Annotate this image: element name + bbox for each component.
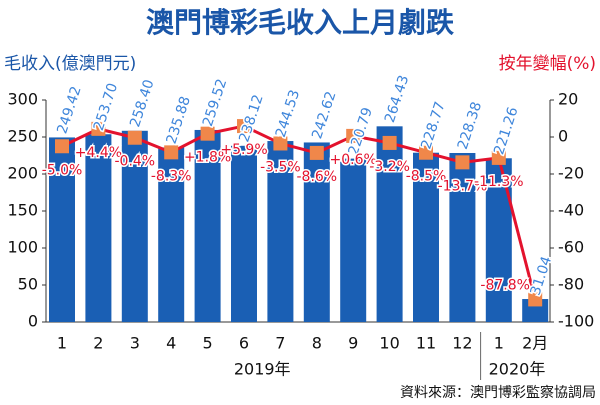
marker [55,139,69,154]
marker [91,121,106,136]
marker [164,145,179,160]
x-tick-label: 5 [203,334,213,353]
marker [382,135,397,150]
chart-title: 澳門博彩毛收入上月劇跌 [146,6,454,39]
x-tick-label: 3 [130,334,140,353]
bar [267,141,294,322]
bar-value-label: 228.77 [418,100,448,152]
y2-tick-label: -60 [558,238,584,257]
group-label: 2020年 [489,360,546,379]
bar-value-label: 259.52 [200,77,230,129]
marker [237,119,251,134]
bar [485,158,512,322]
source: 資料來源：澳門博彩監察協調局 [400,384,596,401]
bar-value-label: 244.53 [273,88,303,140]
line-value-label: -8.3% [151,168,192,184]
bar [158,147,185,322]
bar [231,145,257,322]
bar-value-label: 238.12 [236,93,266,145]
bar-value-label: 249.42 [54,84,84,136]
y-tick-label: 0 [28,312,38,331]
line-value-label: -8.5% [406,169,447,185]
bar-value-label: 264.43 [382,73,412,125]
line-value-label: -8.6% [296,169,337,185]
group-label: 2019年 [234,360,291,379]
marker [528,292,543,307]
bar-value-label: 258.40 [127,78,157,130]
bar [449,152,476,322]
line-value-label: -87.8% [480,277,530,293]
bar [121,130,148,322]
y-tick-label: 300 [7,90,38,109]
marker [200,126,215,141]
x-tick-label: 8 [312,334,322,353]
y-tick-label: 200 [7,164,38,183]
y-axis-label: 毛收入(億澳門元) [4,54,136,74]
bar [303,142,330,322]
line-value-label: -0.4% [114,154,155,170]
bar [340,158,367,322]
marker [309,145,324,160]
bar [85,134,112,322]
x-tick-label: 2月 [522,334,548,353]
line-value-label: +0.6% [330,152,377,168]
line-value-label: +4.4% [75,145,122,161]
bar [49,137,75,322]
x-tick-label: 4 [166,334,176,353]
y2-axis-label: 按年變幅(%) [499,54,596,74]
marker [419,145,433,160]
line-value-label: -3.5% [260,159,301,175]
y-tick-label: 100 [7,238,38,257]
y2-tick-label: -80 [558,275,584,294]
x-tick-label: 1 [494,334,504,353]
x-tick-label: 10 [379,334,399,353]
y2-tick-label: -40 [558,201,584,220]
line-value-label: -13.7% [438,178,488,194]
line-value-label: +1.8% [184,150,231,166]
line-value-label: -5.0% [42,162,83,178]
bar-value-label: 228.38 [455,100,485,152]
x-tick-label: 11 [416,334,436,353]
y2-tick-label: 0 [558,127,568,146]
marker [491,150,506,165]
bar [194,129,221,322]
line-value-label: -3.2% [369,159,410,175]
x-tick-label: 9 [348,334,358,353]
x-tick-label: 12 [452,334,472,353]
y-tick-label: 250 [7,127,38,146]
bar [413,152,439,322]
y-tick-label: 150 [7,201,38,220]
y2-tick-label: -100 [558,312,594,331]
marker [455,155,470,170]
line-value-label: -11.3% [474,174,524,190]
bar-value-label: 242.62 [309,89,339,141]
marker [273,136,288,151]
line-value-label: +5.9% [220,142,267,158]
x-tick-label: 7 [275,334,285,353]
y-tick-label: 50 [18,275,38,294]
y2-tick-label: -20 [558,164,584,183]
marker [346,128,361,143]
bar [376,126,403,322]
x-tick-label: 2 [93,334,103,353]
bar-value-label: 253.70 [91,81,121,133]
bar-value-label: 31.04 [528,254,556,297]
x-tick-label: 6 [239,334,249,353]
marker [127,130,142,145]
x-tick-label: 1 [57,334,67,353]
bar-value-label: 235.88 [164,94,194,146]
bar-value-label: 221.26 [491,105,521,157]
y2-tick-label: 20 [558,90,578,109]
